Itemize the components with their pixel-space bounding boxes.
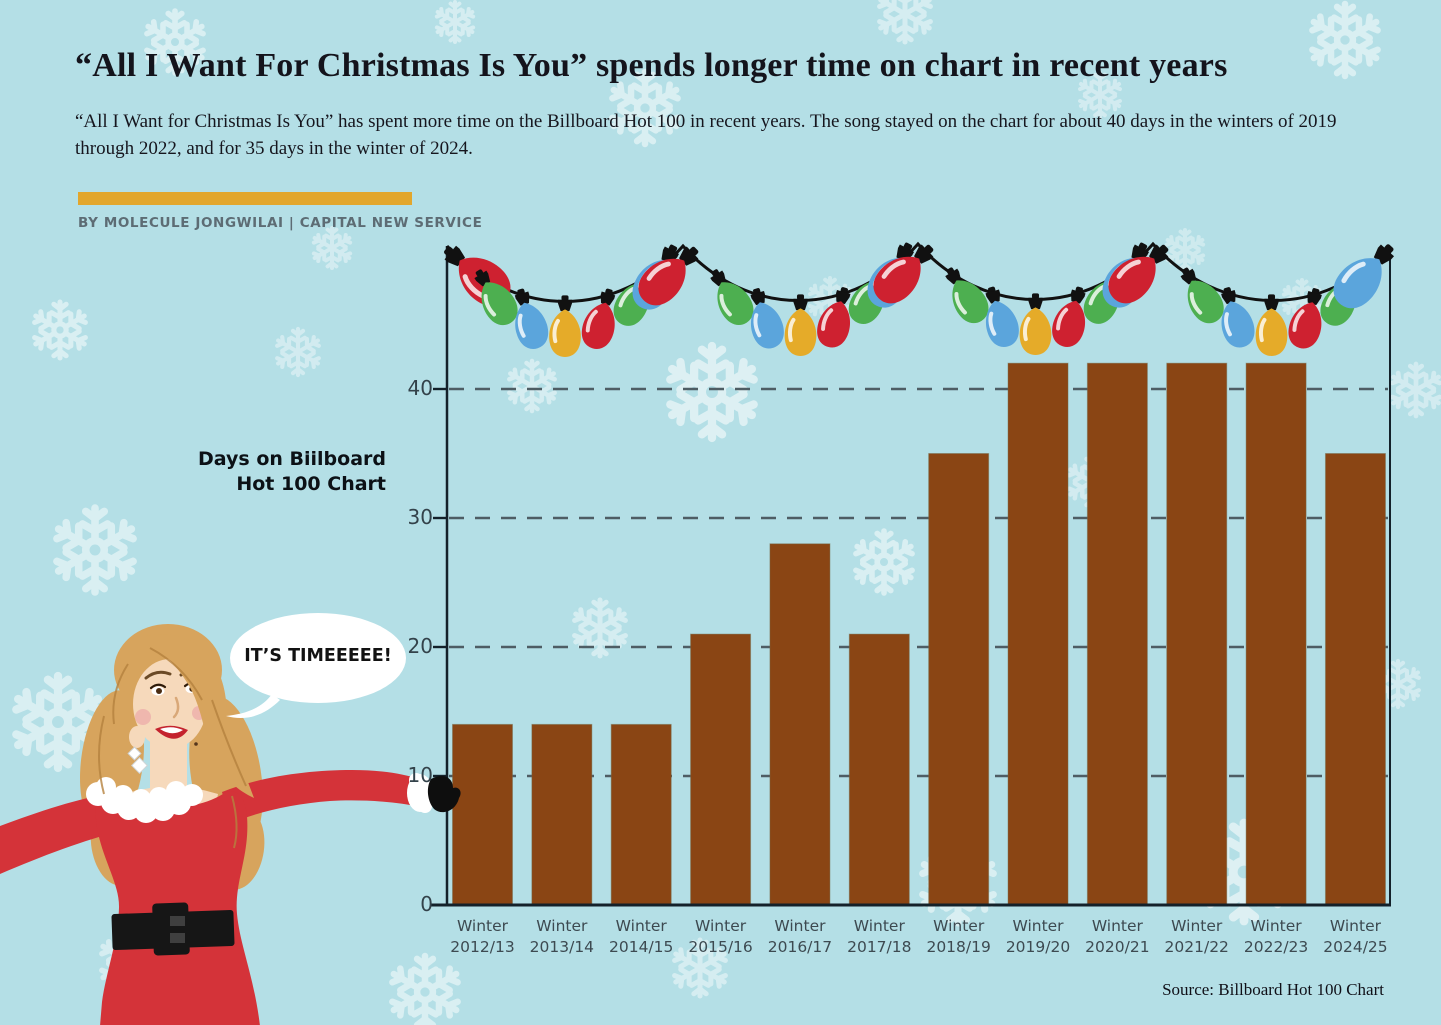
- snowflake-icon: [53, 504, 137, 596]
- snowflake-icon: [1078, 71, 1122, 119]
- light-bulb-red-icon: [817, 287, 851, 348]
- snowflake-icon: [144, 8, 206, 76]
- snowflake-icon: [507, 358, 557, 414]
- snowflake-icon: [434, 0, 476, 44]
- bar-winter-2022-23: [1245, 362, 1307, 906]
- bar-chart-plot: [430, 246, 1391, 907]
- light-bulb-green-icon: [474, 269, 518, 326]
- snowflake-icon: [609, 68, 681, 148]
- light-bulb-red-icon: [873, 244, 934, 304]
- snowflake-icon: [666, 341, 758, 443]
- light-bulb-gold-icon: [784, 294, 817, 356]
- bar-winter-2021-22: [1166, 362, 1228, 906]
- hair-strands: [98, 647, 247, 849]
- light-bulb-blue-icon: [1333, 244, 1395, 309]
- light-bulb-red-icon: [1052, 286, 1086, 347]
- bar-winter-2014-15: [610, 723, 672, 906]
- snowflake-icon: [572, 597, 628, 659]
- christmas-lights-garland: [444, 241, 1395, 357]
- snowflake-icon: [1309, 0, 1381, 80]
- light-bulb-green-icon: [710, 269, 754, 325]
- earring: [127, 746, 148, 774]
- bar-winter-2017-18: [848, 633, 910, 906]
- snowflake-icon: [1164, 228, 1206, 272]
- bar-winter-2018-19: [928, 453, 990, 906]
- bar-winter-2012-13: [452, 723, 513, 906]
- speech-bubble: [226, 613, 406, 719]
- snowflake-icon: [12, 671, 104, 773]
- belt: [111, 902, 235, 956]
- hair-front: [146, 634, 254, 798]
- light-bulb-green-icon: [945, 267, 989, 324]
- light-bulb-blue-icon: [1221, 287, 1255, 348]
- snowflake-icon: [853, 528, 915, 596]
- snowflake-icon: [32, 299, 88, 361]
- snowflake-icon: [275, 326, 321, 378]
- light-bulb-blue-icon: [750, 288, 784, 349]
- light-bulb-blue-icon: [514, 288, 549, 349]
- left-arm: [0, 792, 124, 874]
- bar-winter-2015-16: [690, 633, 752, 906]
- neck: [150, 735, 187, 797]
- bar-winter-2024-25: [1324, 453, 1386, 906]
- light-bulb-red-icon: [1288, 288, 1322, 349]
- snowflake-icon: [877, 0, 933, 45]
- light-bulb-gold-icon: [1255, 294, 1288, 356]
- light-bulb-red-icon: [581, 288, 616, 349]
- light-bulb-red-icon: [1108, 244, 1169, 304]
- bar-winter-2019-20: [1007, 362, 1069, 906]
- bar-winter-2013-14: [531, 723, 593, 906]
- snowflake-icon: [311, 226, 353, 270]
- snowflake-icon: [672, 937, 728, 999]
- light-bulb-gold-icon: [549, 295, 581, 357]
- light-bulb-blue-icon: [985, 286, 1019, 347]
- light-bulb-green-icon: [1180, 267, 1224, 324]
- light-bulb-gold-icon: [1019, 293, 1052, 355]
- right-arm: [222, 770, 419, 824]
- bar-winter-2016-17: [769, 543, 831, 906]
- snowflake-icon: [1390, 361, 1441, 419]
- snowflake-icon: [389, 952, 461, 1025]
- light-bulb-red-icon: [638, 246, 699, 306]
- mitten-hand: [407, 773, 461, 813]
- bar-winter-2020-21: [1086, 362, 1148, 906]
- mariah-carey-figure: [0, 613, 461, 1025]
